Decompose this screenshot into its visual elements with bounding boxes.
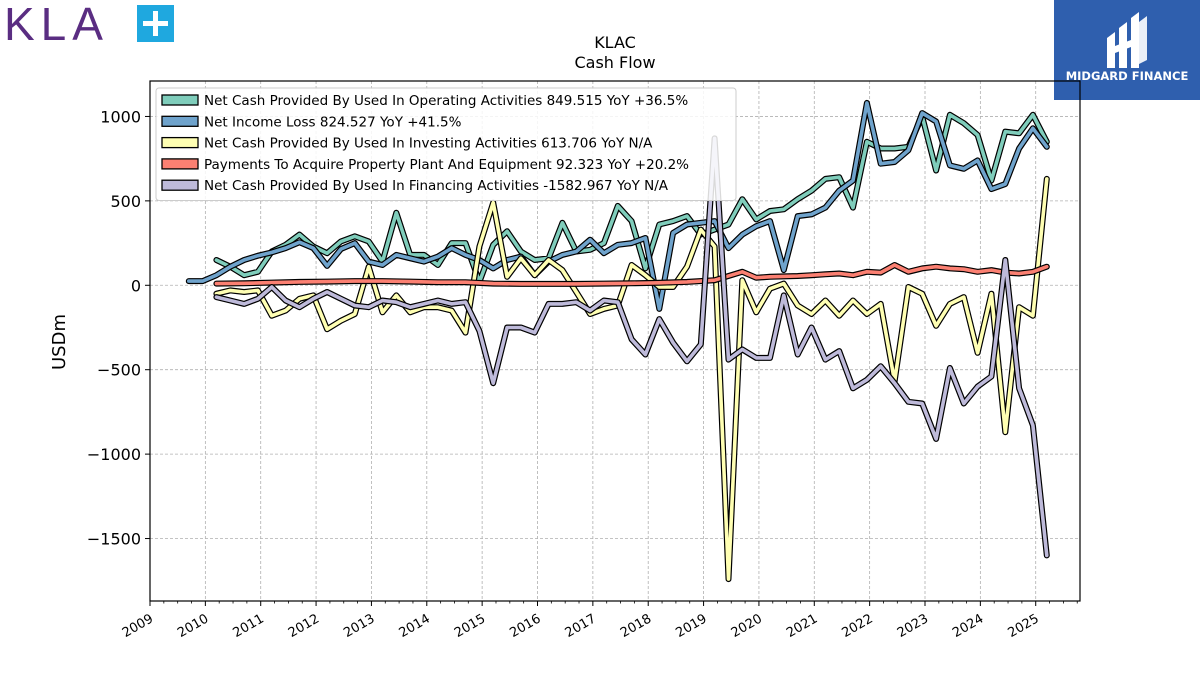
y-axis-label: USDm — [49, 314, 70, 370]
y-ticks: −1500 −1000 −500 0 500 1000 — [87, 107, 150, 549]
y-tick-label: −500 — [97, 361, 141, 380]
series-1 — [185, 99, 1050, 312]
legend-label: Net Cash Provided By Used In Investing A… — [204, 136, 653, 152]
x-tick-label: 2016 — [507, 611, 543, 641]
midgard-finance-logo: MIDGARD FINANCE — [1054, 0, 1200, 100]
series-4 — [213, 135, 1050, 559]
y-tick-label: −1000 — [87, 445, 141, 464]
legend-swatch — [161, 115, 199, 127]
legend-swatch — [161, 94, 199, 106]
legend-label: Net Cash Provided By Used In Operating A… — [204, 93, 688, 109]
midgard-emblem-icon — [1107, 12, 1147, 68]
y-tick-label: 500 — [110, 192, 141, 211]
series-lines — [185, 99, 1050, 583]
series-line — [214, 177, 1049, 581]
x-ticks: 2009 2010 2011 2012 2013 2014 2015 2016 2017 2018… — [120, 601, 1078, 641]
midgard-logo-text: MIDGARD FINANCE — [1066, 69, 1189, 83]
x-tick-label: 2024 — [950, 611, 986, 641]
legend-swatch — [161, 179, 199, 191]
legend-box — [155, 87, 737, 201]
legend-label: Payments To Acquire Property Plant And E… — [204, 157, 689, 173]
x-tick-label: 2018 — [618, 611, 654, 641]
x-tick-label: 2015 — [452, 611, 488, 641]
x-tick-label: 2017 — [563, 611, 599, 641]
series-2 — [213, 175, 1050, 583]
x-tick-label: 2020 — [729, 611, 765, 641]
kla-plus-bar-v — [153, 11, 158, 36]
x-tick-label: 2011 — [231, 611, 267, 641]
legend-swatch — [161, 158, 199, 170]
y-tick-label: 1000 — [100, 107, 141, 126]
y-tick-label: −1500 — [87, 530, 141, 549]
series-line — [214, 263, 1049, 286]
chart-subtitle: Cash Flow — [574, 53, 655, 72]
series-line — [214, 136, 1049, 558]
legend-swatch — [161, 136, 199, 149]
series-line — [187, 101, 1049, 311]
x-tick-label: 2022 — [839, 611, 875, 641]
plot-frame — [149, 80, 1081, 602]
kla-logo: KLA — [4, 0, 174, 50]
x-tick-label: 2021 — [784, 611, 820, 641]
x-tick-label: 2014 — [397, 611, 433, 641]
x-tick-label: 2013 — [341, 611, 377, 641]
kla-logo-text: KLA — [4, 0, 109, 50]
legend-label: Net Income Loss 824.527 YoY +41.5% — [204, 114, 462, 130]
x-tick-label: 2023 — [895, 611, 931, 641]
chart-title: KLAC — [594, 33, 636, 52]
x-tick-label: 2019 — [673, 611, 709, 641]
x-tick-label: 2025 — [1006, 611, 1042, 641]
legend: Net Cash Provided By Used In Operating A… — [155, 87, 737, 201]
x-tick-label: 2012 — [286, 611, 322, 641]
axes — [149, 80, 1081, 602]
x-tick-label: 2010 — [175, 611, 211, 641]
legend-label: Net Cash Provided By Used In Financing A… — [204, 178, 669, 194]
series-3 — [213, 262, 1050, 287]
x-tick-label: 2009 — [120, 611, 156, 641]
y-tick-label: 0 — [131, 276, 141, 295]
